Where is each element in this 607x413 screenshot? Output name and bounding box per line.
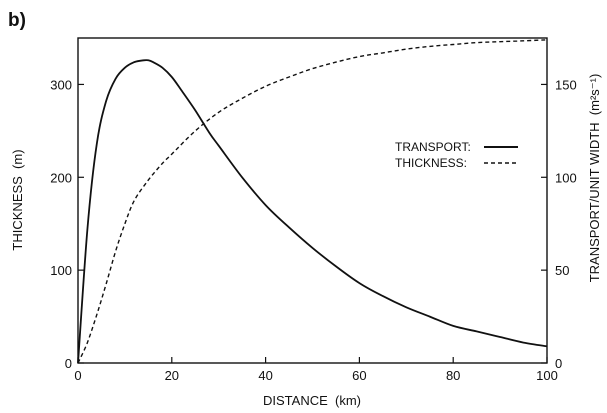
legend: TRANSPORT: THICKNESS: — [395, 140, 518, 170]
panel-label: b) — [8, 10, 26, 31]
series-line-transport — [77, 59, 548, 364]
x-tick-label: 40 — [258, 368, 272, 383]
x-axis-ticks: 0 20 40 60 80 100 — [74, 357, 558, 383]
left-tick-label: 100 — [50, 263, 72, 278]
series-line-thickness — [77, 39, 548, 364]
x-tick-label: 100 — [536, 368, 558, 383]
x-axis-label: DISTANCE (km) — [263, 393, 361, 408]
legend-label-transport: TRANSPORT: — [395, 140, 471, 154]
right-tick-label: 100 — [555, 170, 577, 185]
left-tick-label: 300 — [50, 77, 72, 92]
left-axis-label: THICKNESS (m) — [10, 149, 25, 250]
plot-frame — [77, 37, 548, 364]
x-tick-label: 80 — [446, 368, 460, 383]
series-layer — [77, 39, 548, 364]
left-tick-label: 200 — [50, 170, 72, 185]
right-axis-ticks: 0 50 100 150 — [541, 77, 577, 371]
right-axis-label: TRANSPORT/UNIT WIDTH (m²s⁻¹) — [587, 74, 602, 283]
x-tick-label: 20 — [165, 368, 179, 383]
right-tick-label: 50 — [555, 263, 569, 278]
x-tick-label: 0 — [74, 368, 81, 383]
legend-label-thickness: THICKNESS: — [395, 156, 467, 170]
right-tick-label: 150 — [555, 77, 577, 92]
right-tick-label: 0 — [555, 356, 562, 371]
left-tick-label: 0 — [65, 356, 72, 371]
x-tick-label: 60 — [352, 368, 366, 383]
left-axis-ticks: 0 100 200 300 — [50, 77, 84, 371]
